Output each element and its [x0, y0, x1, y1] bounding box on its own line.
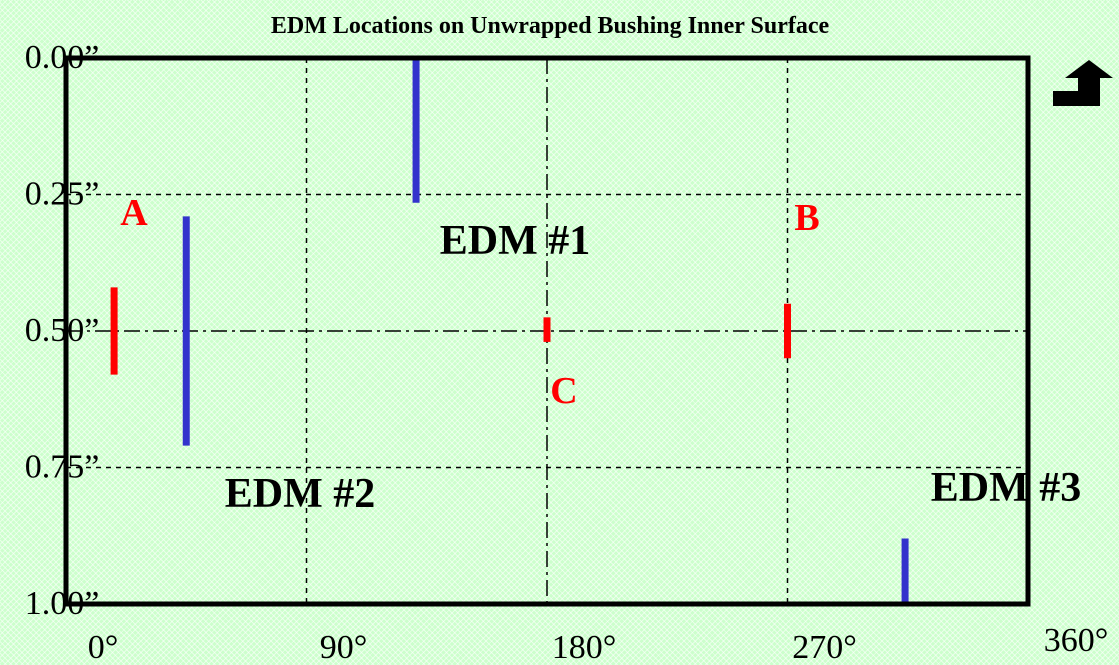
y-axis-labels: 0.00” 0.25” 0.50” 0.75” 1.00”: [25, 39, 100, 622]
point-label-a: A: [120, 192, 148, 234]
point-label-c: C: [550, 370, 577, 412]
corner-arrow-up-icon: [1053, 60, 1113, 106]
x-tick-label: 180°: [552, 629, 617, 665]
y-tick-label: 0.50”: [25, 312, 100, 349]
edm-label-1: EDM #1: [440, 218, 591, 264]
y-tick-label: 1.00”: [25, 585, 100, 622]
edm-label-2: EDM #2: [225, 471, 376, 517]
y-tick-label: 0.25”: [25, 176, 100, 213]
x-tick-label: 270°: [792, 629, 857, 665]
markers: [110, 58, 909, 604]
x-axis-labels: 0° 90° 180° 270° 360°: [88, 622, 1109, 665]
marker-labels: EDM #1 EDM #2 EDM #3 A B C: [120, 192, 1081, 517]
diagram-title: EDM Locations on Unwrapped Bushing Inner…: [271, 13, 830, 39]
surface-frame: [63, 55, 1031, 607]
y-tick-label: 0.00”: [25, 39, 100, 76]
x-tick-label: 360°: [1044, 622, 1109, 659]
point-label-b: B: [794, 197, 819, 239]
edm-label-3: EDM #3: [931, 465, 1082, 511]
x-tick-label: 90°: [320, 629, 368, 665]
x-tick-label: 0°: [88, 629, 119, 665]
y-tick-label: 0.75”: [25, 449, 100, 486]
